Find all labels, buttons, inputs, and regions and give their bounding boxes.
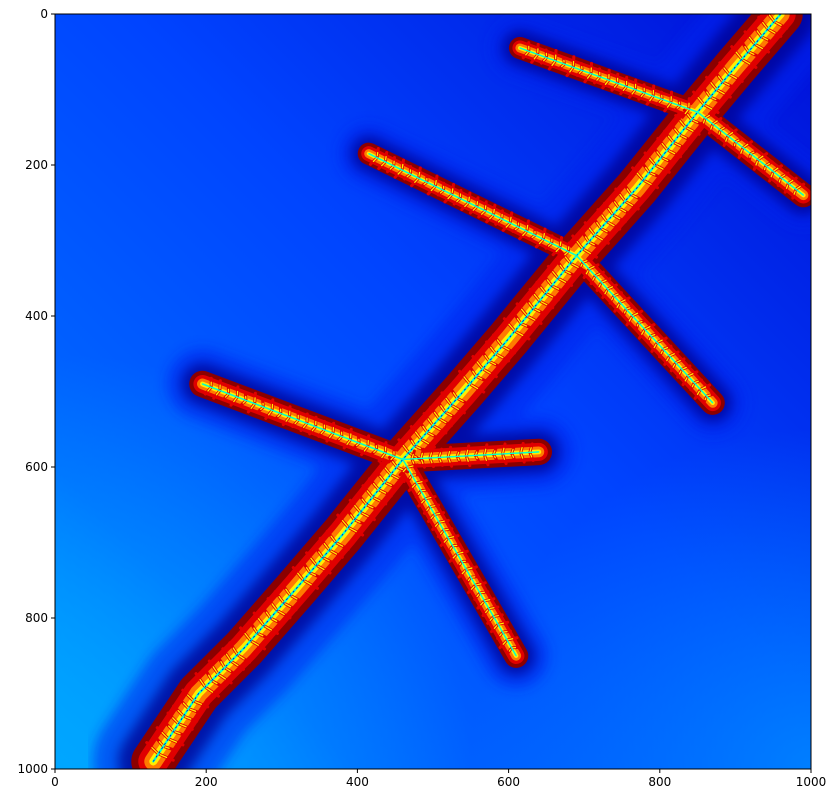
y-axis: 0 200 400 600 800 1000 — [17, 7, 55, 776]
x-tick-label: 200 — [195, 775, 218, 789]
x-tick-label: 600 — [497, 775, 520, 789]
y-tick-label: 600 — [25, 460, 48, 474]
y-tick-label: 200 — [25, 158, 48, 172]
y-tick-label: 400 — [25, 309, 48, 323]
x-tick-label: 400 — [346, 775, 369, 789]
x-axis: 0 200 400 600 800 1000 — [51, 769, 826, 789]
x-tick-label: 0 — [51, 775, 59, 789]
x-tick-label: 1000 — [796, 775, 827, 789]
plot-area — [55, 10, 811, 769]
x-tick-label: 800 — [648, 775, 671, 789]
fractal-spike-core — [489, 608, 494, 609]
y-tick-label: 800 — [25, 611, 48, 625]
y-tick-label: 1000 — [17, 762, 48, 776]
y-tick-label: 0 — [40, 7, 48, 21]
